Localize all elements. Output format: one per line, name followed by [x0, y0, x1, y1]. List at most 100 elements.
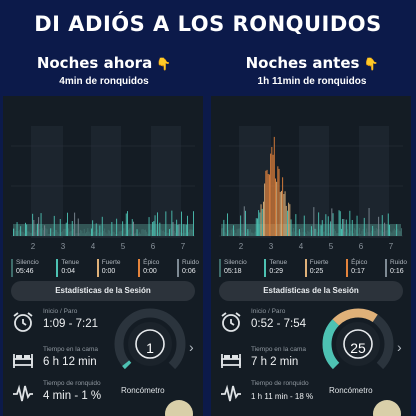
- snore-bar: [355, 229, 357, 236]
- snore-bar: [315, 229, 317, 236]
- snore-bar: [163, 230, 164, 236]
- bottom-action-button[interactable]: [373, 400, 401, 416]
- x-axis-labels: 2 3 4 5 6 7: [3, 242, 203, 254]
- snore-bar: [41, 228, 43, 236]
- snore-bar: [141, 229, 143, 236]
- snore-bar: [38, 217, 40, 236]
- snore-bar: [245, 210, 246, 236]
- snore-bar: [306, 234, 308, 236]
- snore-bar: [68, 228, 70, 236]
- snore-bar: [139, 232, 140, 236]
- snore-bar: [261, 208, 263, 236]
- phone-screen-before: 2 3 4 5 6 7 Silencio 05:18 Tenue 0:29 Fuerte 0:25 É…: [211, 96, 411, 416]
- snore-bar: [99, 225, 101, 236]
- waveform-icon: [13, 384, 33, 402]
- snore-bar: [122, 221, 124, 236]
- snore-bar: [396, 224, 398, 236]
- caption-title: Noches antes 👇: [245, 54, 379, 72]
- snore-bar: [63, 228, 65, 236]
- snore-bar: [269, 174, 270, 236]
- snore-bar: [161, 230, 163, 236]
- snore-timeline-chart: 2 3 4 5 6 7: [3, 96, 203, 256]
- gauge-fill: [122, 360, 132, 370]
- snore-bar: [380, 230, 382, 236]
- snore-bar: [303, 215, 305, 236]
- snore-bar: [227, 213, 228, 236]
- snore-bar: [295, 214, 297, 236]
- bed-icon: [221, 354, 241, 368]
- session-stats-button[interactable]: Estadísticas de la Sesión: [219, 281, 403, 301]
- legend-swatch: [346, 259, 349, 277]
- chevron-right-icon[interactable]: ›: [189, 339, 194, 355]
- snore-bar: [75, 233, 77, 236]
- snore-bar: [77, 218, 79, 236]
- snore-bar: [333, 228, 335, 236]
- snore-bar: [127, 211, 128, 236]
- snore-bar: [152, 222, 154, 236]
- snore-bar: [106, 233, 108, 236]
- headline: DI ADIÓS A LOS RONQUIDOS: [34, 12, 382, 36]
- snore-bar: [50, 228, 52, 236]
- bottom-action-button[interactable]: [165, 400, 193, 416]
- snore-gauge: [322, 308, 394, 370]
- snore-bar: [70, 231, 72, 236]
- snore-bar: [326, 233, 328, 236]
- snore-bar: [360, 234, 362, 236]
- snore-bar: [32, 213, 34, 236]
- snore-bar: [133, 221, 134, 236]
- snore-bar: [325, 214, 327, 236]
- snore-bar: [147, 233, 149, 236]
- snore-bar: [145, 229, 146, 236]
- snore-bar: [398, 230, 400, 236]
- snore-bar: [158, 232, 160, 236]
- snore-bar: [14, 228, 16, 236]
- snore-bar: [233, 225, 234, 236]
- snore-bar: [335, 230, 336, 236]
- snore-bar: [116, 218, 118, 236]
- snore-bar: [237, 228, 239, 236]
- snore-bar: [327, 216, 329, 236]
- snore-bar: [74, 212, 76, 236]
- bed-time-label: Tiempo en la cama: [43, 346, 99, 353]
- snore-bar: [248, 231, 250, 236]
- snore-bar: [236, 229, 238, 236]
- snore-bar: [188, 232, 190, 236]
- snore-bar: [294, 231, 296, 236]
- snore-bar: [67, 212, 68, 236]
- snore-bar: [350, 230, 352, 236]
- snore-bar: [305, 232, 306, 236]
- chevron-right-icon[interactable]: ›: [397, 339, 402, 355]
- snore-bar: [128, 229, 130, 236]
- x-tick-label: 5: [328, 242, 334, 251]
- snore-bar: [25, 222, 26, 236]
- snore-bar: [87, 228, 89, 236]
- snore-bar: [362, 229, 364, 236]
- snore-bar: [117, 234, 119, 236]
- snore-bar: [383, 232, 384, 236]
- x-tick-label: 3: [60, 242, 66, 251]
- snore-bar: [185, 224, 187, 236]
- session-stats-button[interactable]: Estadísticas de la Sesión: [11, 281, 195, 301]
- legend-swatch: [11, 259, 13, 277]
- snore-bar: [297, 230, 299, 236]
- snore-bar: [289, 204, 291, 236]
- alarm-clock-icon: [13, 312, 33, 332]
- snore-bar: [331, 208, 333, 236]
- x-tick-label: 2: [30, 242, 36, 251]
- snore-bar: [173, 230, 175, 236]
- snore-bar: [170, 228, 172, 236]
- snore-bar: [131, 219, 133, 236]
- snore-bar: [323, 231, 324, 236]
- snore-bar: [324, 231, 326, 236]
- snore-bar: [109, 230, 110, 236]
- snore-timeline-svg: [11, 126, 195, 238]
- snore-bar: [252, 232, 254, 236]
- snore-bar: [285, 205, 287, 236]
- legend-label: Épico: [351, 259, 368, 266]
- legend-item: Ruido 0:06: [176, 258, 199, 280]
- snore-bar: [330, 221, 332, 236]
- snore-bar: [251, 232, 252, 236]
- snore-bar: [98, 233, 100, 236]
- legend-swatch: [176, 259, 179, 277]
- snore-bar: [83, 228, 85, 236]
